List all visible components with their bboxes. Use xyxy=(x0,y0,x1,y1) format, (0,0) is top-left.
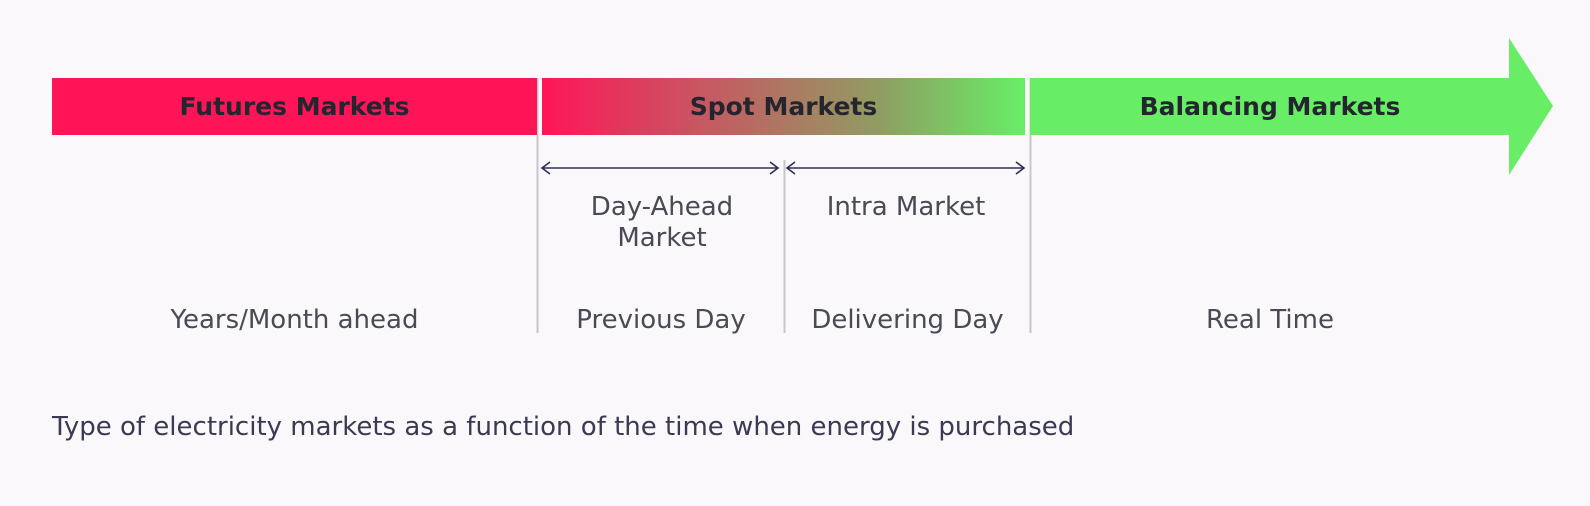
intra-span-arrow xyxy=(785,161,1026,175)
day-ahead-market-label: Day-Ahead Market xyxy=(590,192,734,253)
day-ahead-span-arrow xyxy=(540,161,780,175)
timing-futures-label: Years/Month ahead xyxy=(170,305,419,335)
timing-balancing-label: Real Time xyxy=(1206,305,1334,335)
spot-markets-label: Spot Markets xyxy=(689,92,878,121)
timeline-arrowhead xyxy=(1509,38,1553,175)
intra-market-label: Intra Market xyxy=(826,192,986,222)
balancing-markets-segment: Balancing Markets xyxy=(1030,78,1510,135)
timing-day-ahead-label: Previous Day xyxy=(576,305,746,335)
figure-caption: Type of electricity markets as a functio… xyxy=(52,412,1075,442)
timing-intra-label: Delivering Day xyxy=(811,305,1004,335)
futures-markets-label: Futures Markets xyxy=(179,92,410,121)
futures-markets-segment: Futures Markets xyxy=(52,78,537,135)
spot-markets-segment: Spot Markets xyxy=(542,78,1025,135)
balancing-markets-label: Balancing Markets xyxy=(1139,92,1401,121)
